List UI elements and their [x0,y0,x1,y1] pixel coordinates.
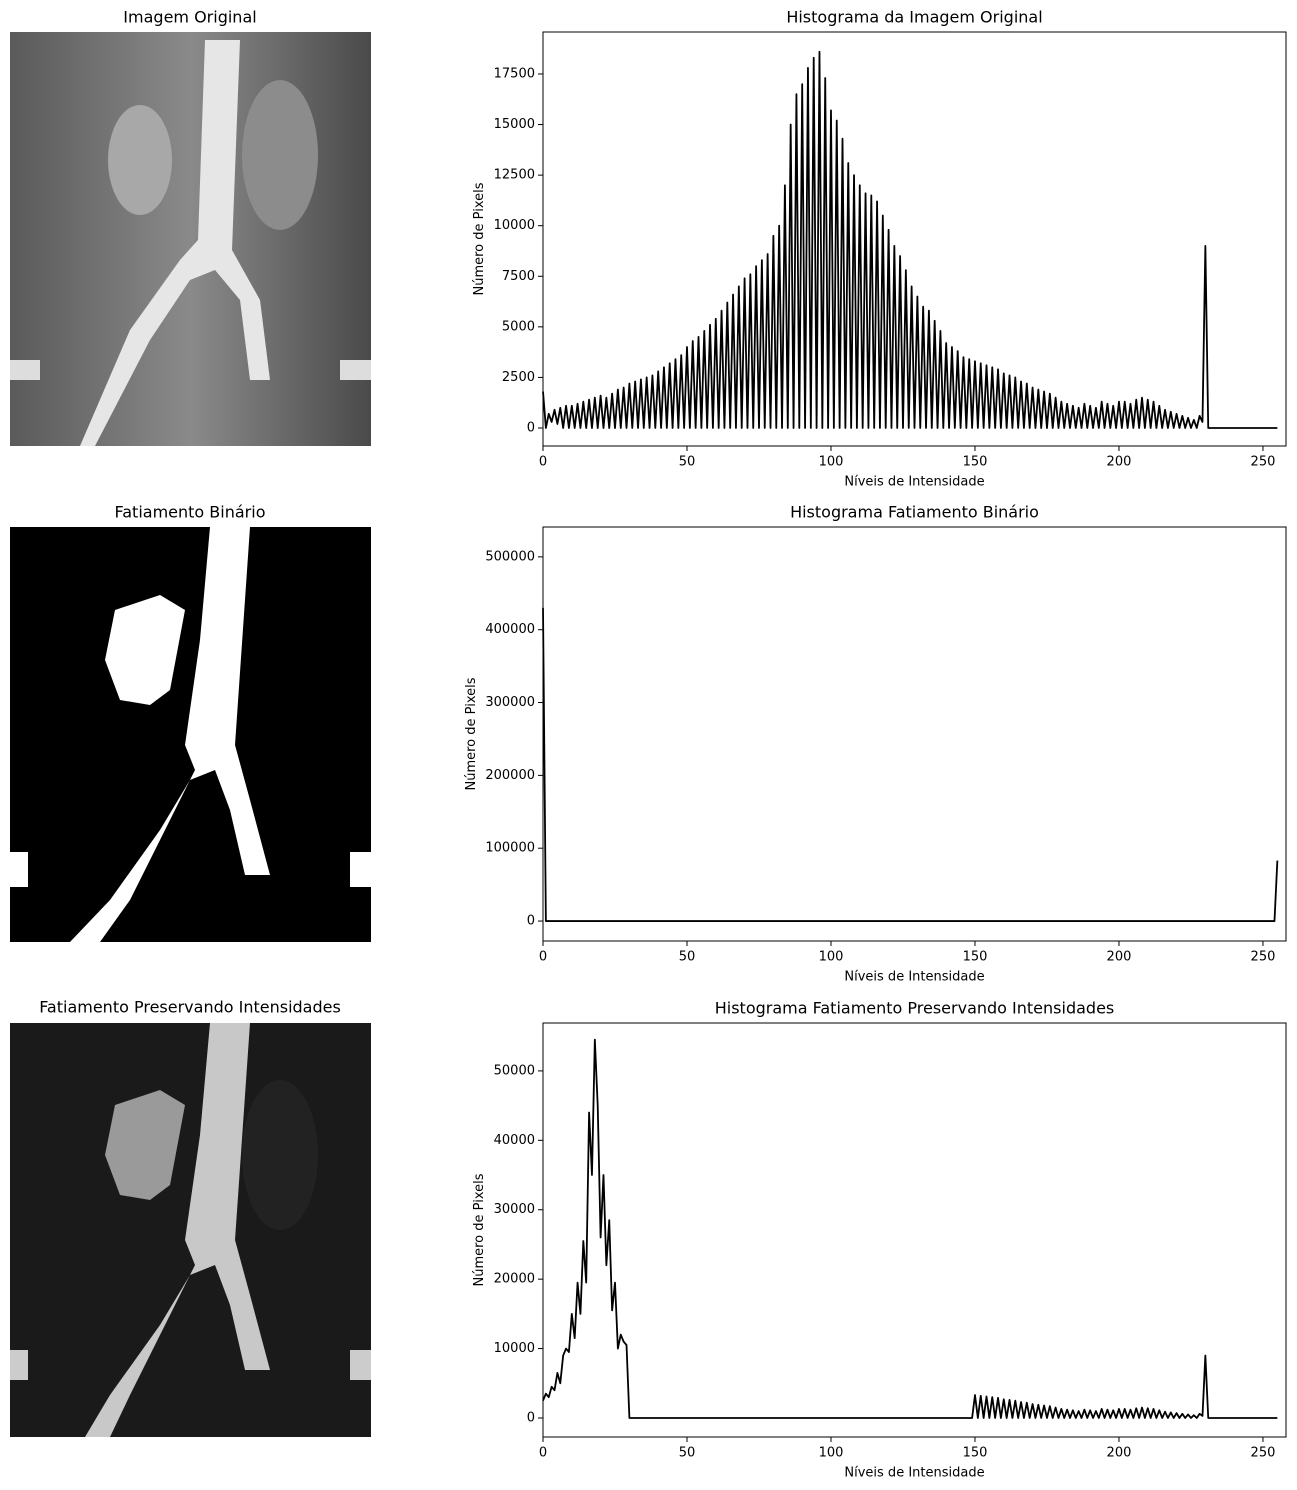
x-axis-label: Níveis de Intensidade [844,475,984,490]
x-tick-label: 50 [679,950,696,965]
chart-title: Histograma da Imagem Original [786,8,1042,27]
x-tick-label: 100 [819,1446,844,1461]
y-tick-label: 400000 [485,622,535,637]
chart-title: Histograma Fatiamento Binário [790,503,1039,522]
y-axis-label: Número de Pixels [472,1173,487,1286]
x-tick-label: 150 [963,950,988,965]
x-tick-label: 100 [819,455,844,470]
image-title: Fatiamento Binário [115,503,266,522]
y-tick-label: 0 [527,1410,535,1425]
x-tick-label: 250 [1251,950,1276,965]
y-tick-label: 50000 [494,1063,535,1078]
x-tick-label: 250 [1251,455,1276,470]
x-axis-label: Níveis de Intensidade [844,1466,984,1481]
y-tick-label: 30000 [494,1202,535,1217]
image-title: Imagem Original [123,8,256,27]
y-axis-label: Número de Pixels [464,677,479,790]
y-tick-label: 7500 [502,269,535,284]
chart-title: Histograma Fatiamento Preservando Intens… [715,999,1115,1018]
x-tick-label: 150 [963,455,988,470]
x-tick-label: 150 [963,1446,988,1461]
x-tick-label: 250 [1251,1446,1276,1461]
y-tick-label: 0 [527,420,535,435]
x-tick-label: 200 [1107,950,1132,965]
x-tick-label: 200 [1107,455,1132,470]
x-tick-label: 0 [539,1446,547,1461]
histogram-line [542,607,1279,922]
plot-frame [542,526,1287,942]
x-tick-label: 50 [679,1446,696,1461]
x-axis-label: Níveis de Intensidade [844,970,984,985]
preserved-image [10,1023,371,1437]
y-tick-label: 10000 [494,218,535,233]
y-tick-label: 100000 [485,841,535,856]
plot-frame [542,1022,1287,1438]
x-tick-label: 100 [819,950,844,965]
x-tick-label: 0 [539,455,547,470]
y-tick-label: 5000 [502,319,535,334]
y-tick-label: 40000 [494,1133,535,1148]
image-title: Fatiamento Preservando Intensidades [39,998,341,1017]
x-tick-label: 0 [539,950,547,965]
x-tick-label: 200 [1107,1446,1132,1461]
y-tick-label: 0 [527,914,535,929]
y-tick-label: 17500 [494,66,535,81]
plot-frame [542,31,1287,447]
original-image [10,32,371,446]
y-tick-label: 12500 [494,168,535,183]
x-tick-label: 50 [679,455,696,470]
y-axis-label: Número de Pixels [472,182,487,295]
y-tick-label: 15000 [494,117,535,132]
y-tick-label: 2500 [502,370,535,385]
histogram-line [542,50,1278,429]
binary-image [10,527,371,942]
y-tick-label: 500000 [485,549,535,564]
histogram-line [542,1038,1278,1419]
y-tick-label: 10000 [494,1341,535,1356]
y-tick-label: 20000 [494,1272,535,1287]
y-tick-label: 300000 [485,695,535,710]
y-tick-label: 200000 [485,768,535,783]
